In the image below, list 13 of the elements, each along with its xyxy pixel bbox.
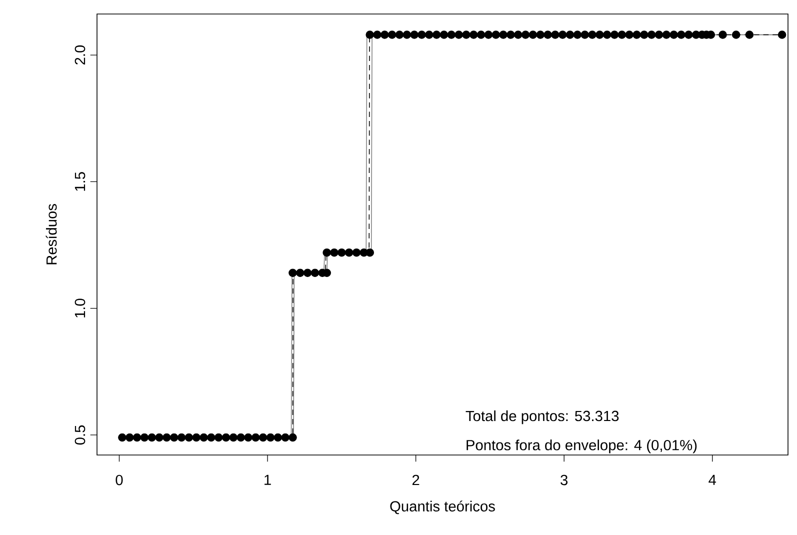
x-tick-label: 1 <box>264 474 271 485</box>
x-tick-label: 3 <box>560 474 568 486</box>
y-tick-label: 1.0 <box>74 298 86 318</box>
x-axis-title: Quantis teóricos <box>390 500 495 514</box>
annotation: Pontos fora do envelope: 4 (0,01%) <box>466 440 697 454</box>
x-tick-label: 2 <box>412 474 420 486</box>
y-axis-title: Resíduos <box>46 204 57 264</box>
x-tick-label: 0 <box>116 474 123 486</box>
annotation: Total de pontos: 53.313 <box>466 410 619 424</box>
y-tick-label: 0.5 <box>74 425 86 445</box>
y-tick-label: 1.5 <box>74 172 86 191</box>
y-tick-label: 2.0 <box>74 45 86 64</box>
x-tick-label: 4 <box>708 474 716 485</box>
